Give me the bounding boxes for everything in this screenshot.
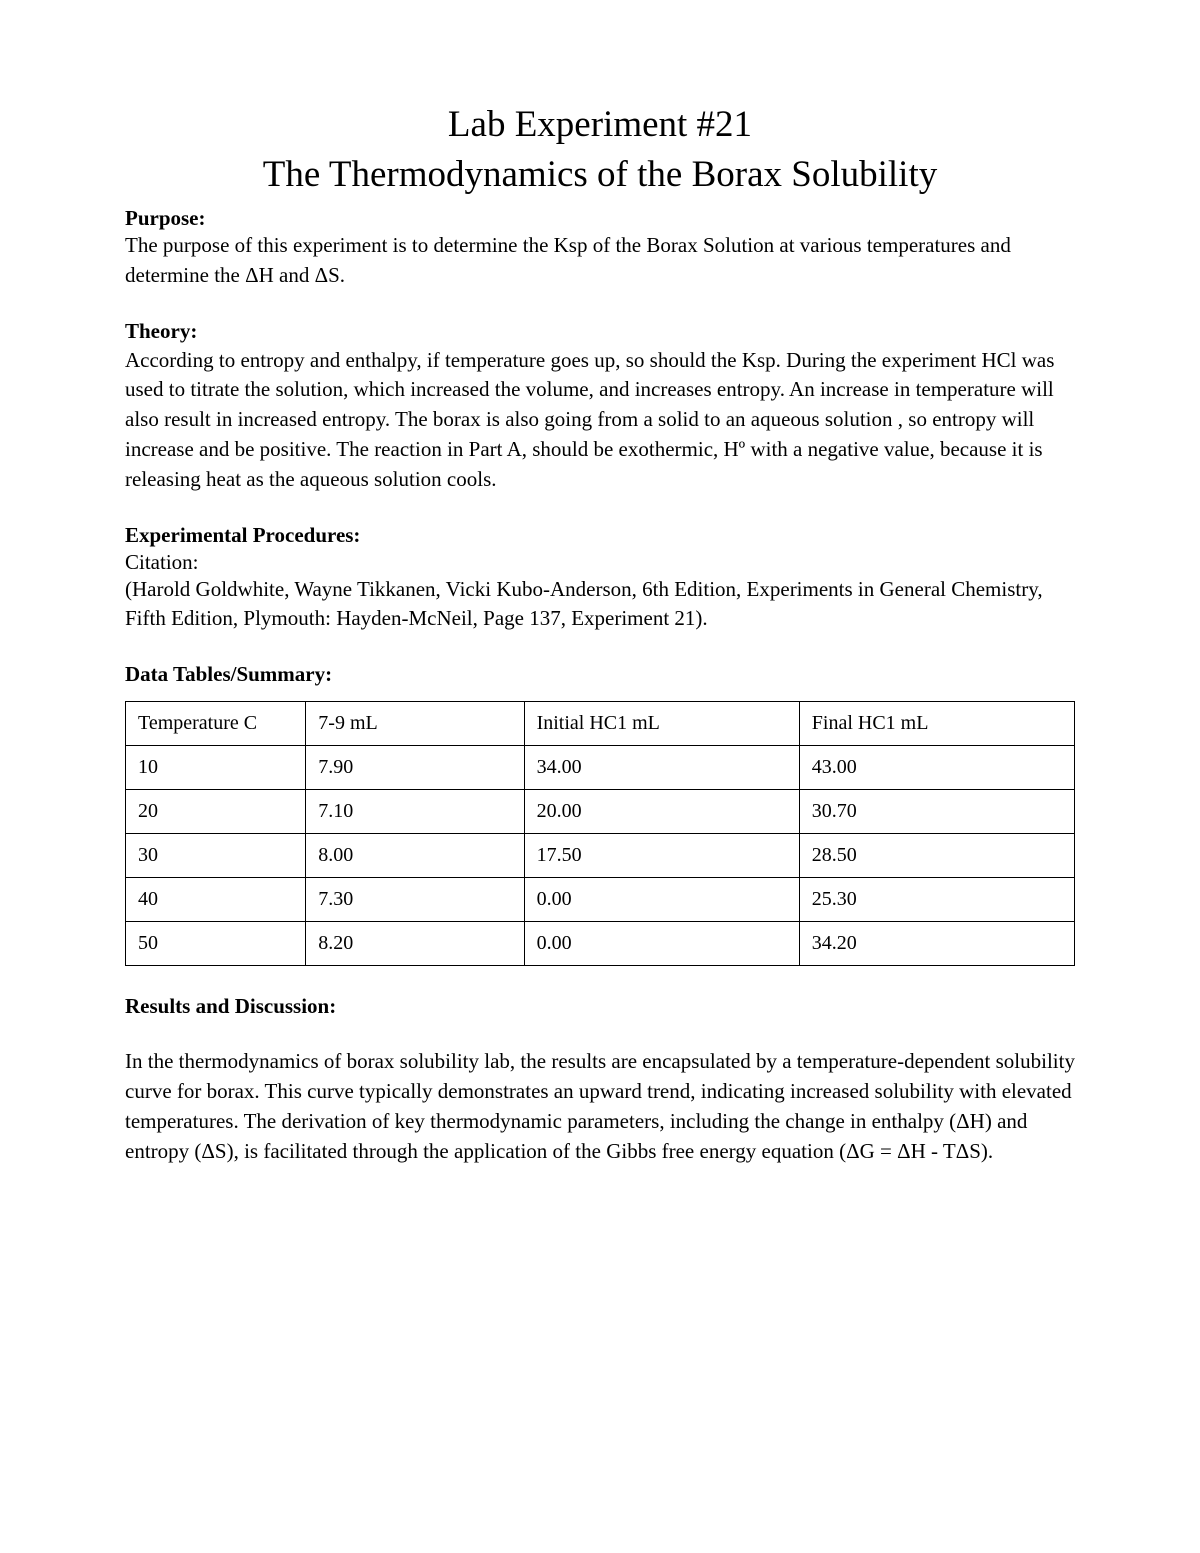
table-header-row: Temperature C 7-9 mL Initial HC1 mL Fina… [126,702,1075,746]
data-tables-heading: Data Tables/Summary: [125,662,1075,687]
procedures-section: Experimental Procedures: Citation: (Haro… [125,523,1075,635]
table-row: 20 7.10 20.00 30.70 [126,790,1075,834]
results-section: Results and Discussion: In the thermodyn… [125,994,1075,1166]
cell: 8.20 [306,922,524,966]
citation-label: Citation: [125,550,1075,575]
cell: 7.90 [306,746,524,790]
cell: 34.00 [524,746,799,790]
cell: 30.70 [799,790,1074,834]
cell: 0.00 [524,878,799,922]
cell: 40 [126,878,306,922]
table-row: 40 7.30 0.00 25.30 [126,878,1075,922]
table-row: 50 8.20 0.00 34.20 [126,922,1075,966]
theory-text: According to entropy and enthalpy, if te… [125,346,1075,495]
theory-heading: Theory: [125,319,1075,344]
col-header: Temperature C [126,702,306,746]
citation-text: (Harold Goldwhite, Wayne Tikkanen, Vicki… [125,575,1075,635]
cell: 20 [126,790,306,834]
table-row: 10 7.90 34.00 43.00 [126,746,1075,790]
cell: 25.30 [799,878,1074,922]
col-header: Initial HC1 mL [524,702,799,746]
purpose-section: Purpose: The purpose of this experiment … [125,206,1075,291]
title-line-2: The Thermodynamics of the Borax Solubili… [125,150,1075,200]
cell: 17.50 [524,834,799,878]
cell: 28.50 [799,834,1074,878]
results-heading: Results and Discussion: [125,994,1075,1019]
cell: 34.20 [799,922,1074,966]
cell: 7.10 [306,790,524,834]
purpose-text: The purpose of this experiment is to det… [125,231,1075,291]
procedures-heading: Experimental Procedures: [125,523,1075,548]
cell: 10 [126,746,306,790]
data-tables-section: Data Tables/Summary: Temperature C 7-9 m… [125,662,1075,966]
results-text: In the thermodynamics of borax solubilit… [125,1047,1075,1166]
data-table: Temperature C 7-9 mL Initial HC1 mL Fina… [125,701,1075,966]
theory-section: Theory: According to entropy and enthalp… [125,319,1075,495]
table-row: 30 8.00 17.50 28.50 [126,834,1075,878]
cell: 50 [126,922,306,966]
cell: 7.30 [306,878,524,922]
col-header: Final HC1 mL [799,702,1074,746]
cell: 8.00 [306,834,524,878]
cell: 20.00 [524,790,799,834]
title-line-1: Lab Experiment #21 [125,100,1075,150]
cell: 0.00 [524,922,799,966]
cell: 30 [126,834,306,878]
document-title-block: Lab Experiment #21 The Thermodynamics of… [125,100,1075,200]
purpose-heading: Purpose: [125,206,206,230]
col-header: 7-9 mL [306,702,524,746]
cell: 43.00 [799,746,1074,790]
